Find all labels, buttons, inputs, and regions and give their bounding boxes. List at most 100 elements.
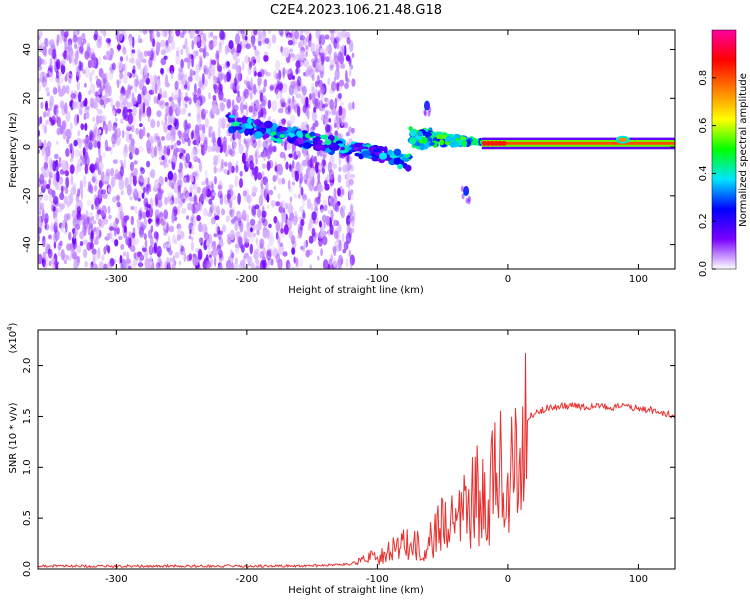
noise-blob — [54, 153, 59, 160]
noise-blob — [149, 50, 155, 61]
snr-ytick-label: 0.0 — [22, 561, 33, 577]
noise-blob — [156, 120, 160, 128]
noise-blob — [248, 204, 251, 210]
noise-blob — [287, 179, 291, 190]
noise-blob — [243, 80, 248, 85]
noise-blob — [84, 122, 88, 131]
colorbar-fill — [712, 30, 736, 269]
noise-blob — [176, 105, 181, 116]
noise-blob — [45, 184, 51, 190]
noise-blob — [305, 50, 308, 58]
noise-blob — [313, 106, 317, 113]
noise-blob — [38, 63, 42, 71]
noise-blob — [254, 150, 258, 159]
noise-blob — [120, 243, 125, 251]
noise-blob — [320, 208, 324, 213]
noise-blob — [112, 196, 117, 203]
trace-blob — [289, 133, 295, 138]
noise-blob — [167, 170, 174, 181]
noise-blob — [178, 260, 182, 266]
trace-blob — [228, 114, 236, 118]
noise-blob — [299, 206, 304, 213]
noise-blob — [154, 82, 158, 95]
noise-blob — [103, 246, 107, 255]
noise-blob — [142, 74, 149, 81]
noise-blob — [195, 50, 199, 57]
noise-blob — [230, 80, 233, 89]
noise-blob — [347, 188, 351, 199]
noise-blob — [219, 193, 224, 206]
noise-blob — [66, 200, 70, 208]
noise-blob — [69, 164, 75, 175]
noise-blob — [294, 30, 300, 40]
noise-blob — [138, 30, 143, 34]
noise-blob — [248, 105, 254, 113]
noise-blob — [69, 100, 73, 108]
noise-blob — [48, 260, 52, 267]
noise-blob — [322, 153, 326, 160]
noise-blob — [226, 265, 232, 269]
noise-blob — [43, 38, 48, 46]
noise-blob — [207, 32, 211, 39]
noise-blob — [329, 65, 334, 71]
noise-blob — [341, 112, 347, 124]
noise-blob — [110, 167, 114, 177]
svg-text:(x104): (x104) — [6, 322, 19, 353]
noise-blob — [77, 130, 81, 137]
noise-blob — [182, 198, 186, 204]
noise-blob — [348, 190, 354, 201]
noise-blob — [98, 161, 104, 171]
noise-blob — [73, 90, 78, 100]
noise-blob — [126, 184, 132, 196]
noise-blob — [332, 257, 337, 269]
noise-blob — [189, 185, 193, 191]
noise-blob — [212, 240, 216, 252]
noise-blob — [124, 114, 129, 122]
noise-blob — [288, 186, 293, 193]
noise-blob — [277, 258, 283, 269]
noise-blob — [308, 32, 312, 42]
noise-blob — [216, 62, 220, 72]
noise-blob — [153, 96, 156, 104]
noise-blob — [270, 200, 276, 208]
noise-blob — [308, 235, 314, 244]
noise-blob — [172, 175, 177, 186]
noise-blob — [347, 191, 352, 201]
noise-blob — [119, 71, 124, 80]
noise-blob — [182, 177, 188, 184]
noise-blob — [221, 241, 224, 247]
trace-blob — [236, 117, 244, 123]
noise-blob — [305, 157, 310, 164]
noise-blob — [198, 48, 204, 53]
noise-blob — [72, 102, 78, 110]
noise-blob — [122, 98, 128, 106]
noise-blob — [297, 223, 301, 234]
noise-blob — [82, 239, 89, 245]
noise-blob — [236, 219, 240, 229]
noise-blob — [228, 191, 235, 196]
snr-scale-suffix: ) — [8, 322, 19, 326]
noise-blob — [66, 243, 72, 251]
noise-blob — [49, 39, 55, 49]
noise-blob — [87, 226, 91, 236]
trace-blob — [263, 120, 273, 129]
noise-blob — [70, 248, 73, 258]
noise-blob — [235, 33, 240, 45]
noise-blob — [297, 234, 303, 239]
noise-blob — [191, 225, 195, 236]
noise-blob — [339, 101, 345, 106]
noise-blob — [291, 181, 295, 186]
noise-blob — [216, 205, 221, 216]
noise-blob — [161, 155, 165, 161]
noise-blob — [139, 229, 144, 235]
noise-blob — [59, 192, 65, 201]
noise-blob — [130, 205, 135, 211]
noise-blob — [132, 72, 136, 78]
noise-blob — [119, 93, 125, 105]
noise-blob — [177, 72, 183, 81]
noise-blob — [271, 99, 278, 112]
noise-blob — [60, 63, 66, 75]
trace-blob — [309, 131, 316, 137]
noise-blob — [160, 49, 166, 56]
noise-blob — [352, 101, 355, 110]
